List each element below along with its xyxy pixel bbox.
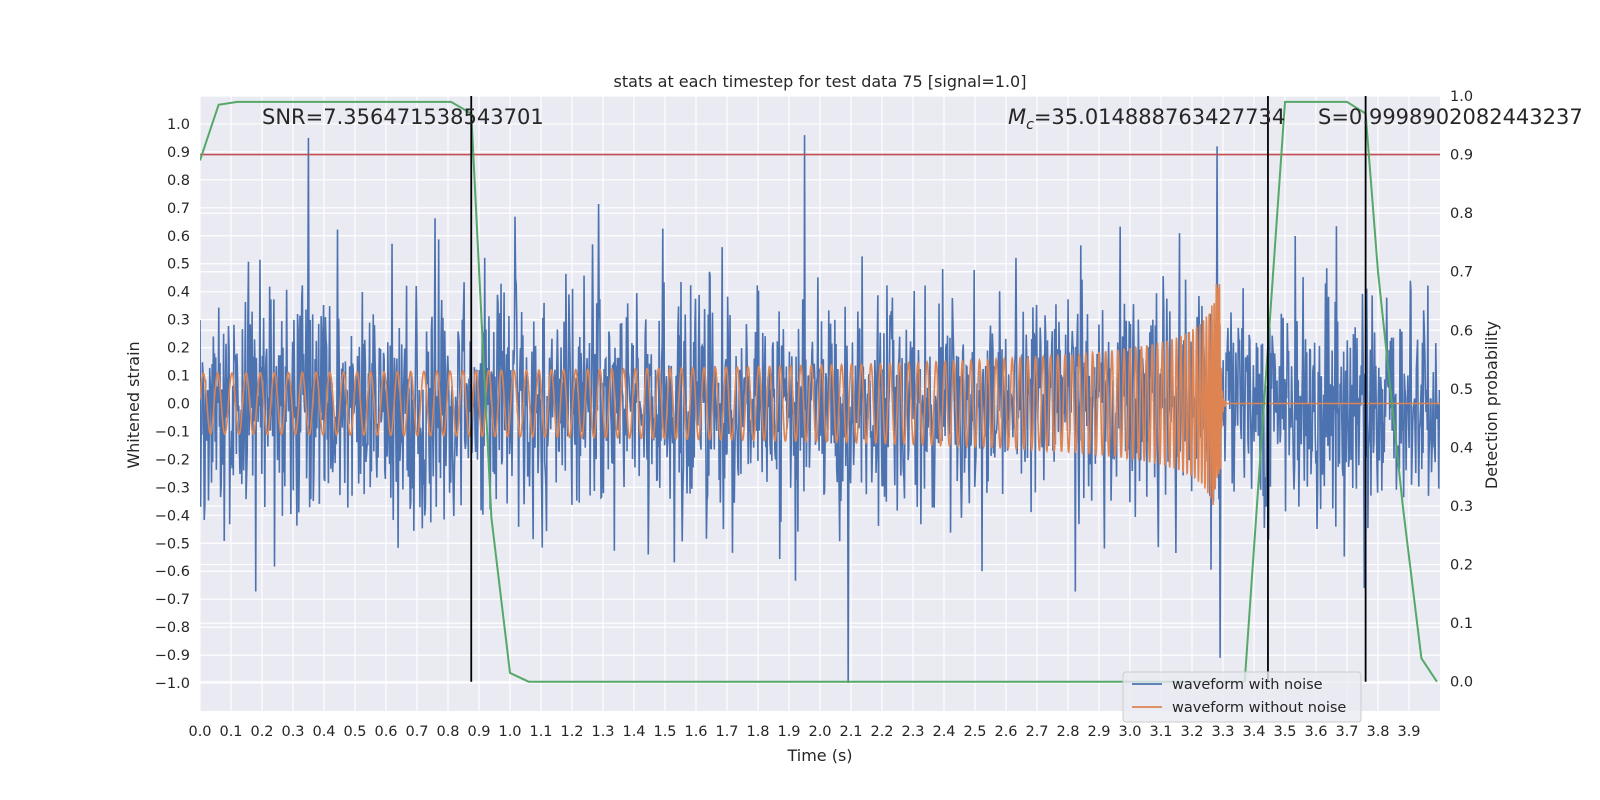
x-tick-label: 1.4	[622, 724, 645, 740]
x-tick-label: 1.7	[715, 724, 738, 740]
chirp-mass-annotation: Mc=35.014888763427734	[1008, 105, 1285, 133]
x-tick-label: 3.4	[1242, 724, 1265, 740]
x-tick-label: 0.6	[374, 724, 397, 740]
y2-tick-label: 0.1	[1450, 616, 1473, 632]
x-tick-label: 0.3	[281, 724, 304, 740]
clean-waveform-line	[200, 283, 1440, 506]
y2-tick-label: 0.2	[1450, 558, 1473, 574]
x-tick-label: 1.2	[560, 724, 583, 740]
x-tick-label: 3.7	[1335, 724, 1358, 740]
y-tick-label: −0.2	[155, 452, 190, 468]
x-tick-label: 0.4	[312, 724, 335, 740]
y2-tick-label: 0.8	[1450, 206, 1473, 222]
legend-label-noise: waveform with noise	[1172, 677, 1323, 693]
vertical-lines-layer	[470, 96, 1367, 682]
y2-tick-label: 0.7	[1450, 265, 1473, 281]
y2-tick-label: 0.4	[1450, 440, 1473, 456]
y2-tick-label: 0.6	[1450, 323, 1473, 339]
y-tick-label: −0.7	[155, 592, 190, 608]
chirp-mass-value: =35.014888763427734	[1034, 105, 1285, 129]
y2-tick-label: 0.3	[1450, 499, 1473, 515]
x-tick-label: 0.2	[250, 724, 273, 740]
x-tick-label: 3.0	[1118, 724, 1141, 740]
y-tick-label: 0.1	[167, 369, 190, 385]
x-tick-label: 3.8	[1366, 724, 1389, 740]
x-tick-label: 1.8	[746, 724, 769, 740]
x-tick-label: 2.8	[1056, 724, 1079, 740]
legend: waveform with noise waveform without noi…	[1122, 671, 1362, 723]
y-tick-label: 0.9	[167, 145, 190, 161]
x-tick-label: 0.8	[436, 724, 459, 740]
chirp-series-layer	[200, 283, 1440, 506]
x-tick-label: 0.0	[188, 724, 211, 740]
x-tick-label: 2.5	[963, 724, 986, 740]
y-tick-label: 0.5	[167, 257, 190, 273]
x-tick-label: 2.4	[932, 724, 955, 740]
y2-tick-label: 0.5	[1450, 382, 1473, 398]
y-tick-label: 0.0	[167, 397, 190, 413]
x-tick-label: 3.1	[1149, 724, 1172, 740]
y-tick-label: −1.0	[155, 676, 190, 692]
x-tick-labels: 0.0 0.1 0.2 0.3 0.4 0.5 0.6 0.7 0.8 0.9 1.0 1.1 1.2 1…	[188, 724, 1420, 740]
x-tick-label: 1.1	[529, 724, 552, 740]
y-axis-label: Whitened strain	[124, 341, 143, 468]
x-axis-label: Time (s)	[786, 746, 852, 765]
x-tick-label: 2.9	[1087, 724, 1110, 740]
x-tick-label: 0.5	[343, 724, 366, 740]
x-tick-label: 2.1	[839, 724, 862, 740]
detection-probability-line	[200, 100, 1438, 683]
snr-annotation: SNR=7.356471538543701	[262, 105, 544, 129]
chirp-mass-subscript: c	[1026, 117, 1034, 133]
chart-title: stats at each timestep for test data 75 …	[614, 72, 1027, 91]
y2-axis-label: Detection probability	[1482, 321, 1501, 489]
x-tick-label: 2.7	[1025, 724, 1048, 740]
y-tick-label: 0.7	[167, 201, 190, 217]
x-tick-label: 0.9	[467, 724, 490, 740]
x-tick-label: 3.3	[1211, 724, 1234, 740]
probability-series-layer	[200, 100, 1438, 683]
x-tick-label: 1.6	[684, 724, 707, 740]
x-tick-label: 2.6	[994, 724, 1017, 740]
x-tick-label: 1.3	[591, 724, 614, 740]
x-tick-label: 1.0	[498, 724, 521, 740]
x-tick-label: 2.2	[870, 724, 893, 740]
y-tick-label: −0.5	[155, 536, 190, 552]
legend-box	[1122, 671, 1362, 723]
y-tick-label: 0.2	[167, 341, 190, 357]
y2-tick-label: 0.0	[1450, 675, 1473, 691]
y-tick-label: −0.1	[155, 424, 190, 440]
y2-tick-label: 0.9	[1450, 148, 1473, 164]
s-annotation: S=0.9998902082443237	[1318, 105, 1583, 129]
y-tick-label: −0.4	[155, 508, 190, 524]
y2-tick-label: 1.0	[1450, 89, 1473, 105]
y-tick-label: 0.8	[167, 173, 190, 189]
y-tick-label: −0.8	[155, 620, 190, 636]
legend-label-no-noise: waveform without noise	[1172, 700, 1346, 716]
chirp-mass-symbol: M	[1008, 105, 1026, 129]
y-tick-label: −0.3	[155, 480, 190, 496]
x-tick-label: 0.1	[219, 724, 242, 740]
y-tick-label: 0.4	[167, 285, 190, 301]
x-tick-label: 3.6	[1304, 724, 1327, 740]
y-tick-label: −0.9	[155, 648, 190, 664]
x-tick-label: 1.9	[777, 724, 800, 740]
x-tick-label: 2.0	[808, 724, 831, 740]
x-tick-label: 3.5	[1273, 724, 1296, 740]
y-tick-labels: 1.0 0.9 0.8 0.7 0.6 0.5 0.4 0.3 0.2 0.1 0.0 −0.1 −0.…	[155, 117, 190, 692]
x-tick-label: 2.3	[901, 724, 924, 740]
x-tick-label: 3.2	[1180, 724, 1203, 740]
y-tick-label: 0.3	[167, 313, 190, 329]
x-tick-label: 3.9	[1397, 724, 1420, 740]
y-tick-label: 1.0	[167, 117, 190, 133]
y2-tick-labels: 1.0 0.9 0.8 0.7 0.6 0.5 0.4 0.3 0.2 0.1 0.0	[1450, 89, 1473, 691]
x-tick-label: 1.5	[653, 724, 676, 740]
x-tick-label: 0.7	[405, 724, 428, 740]
y-tick-label: 0.6	[167, 229, 190, 245]
y-tick-label: −0.6	[155, 564, 190, 580]
